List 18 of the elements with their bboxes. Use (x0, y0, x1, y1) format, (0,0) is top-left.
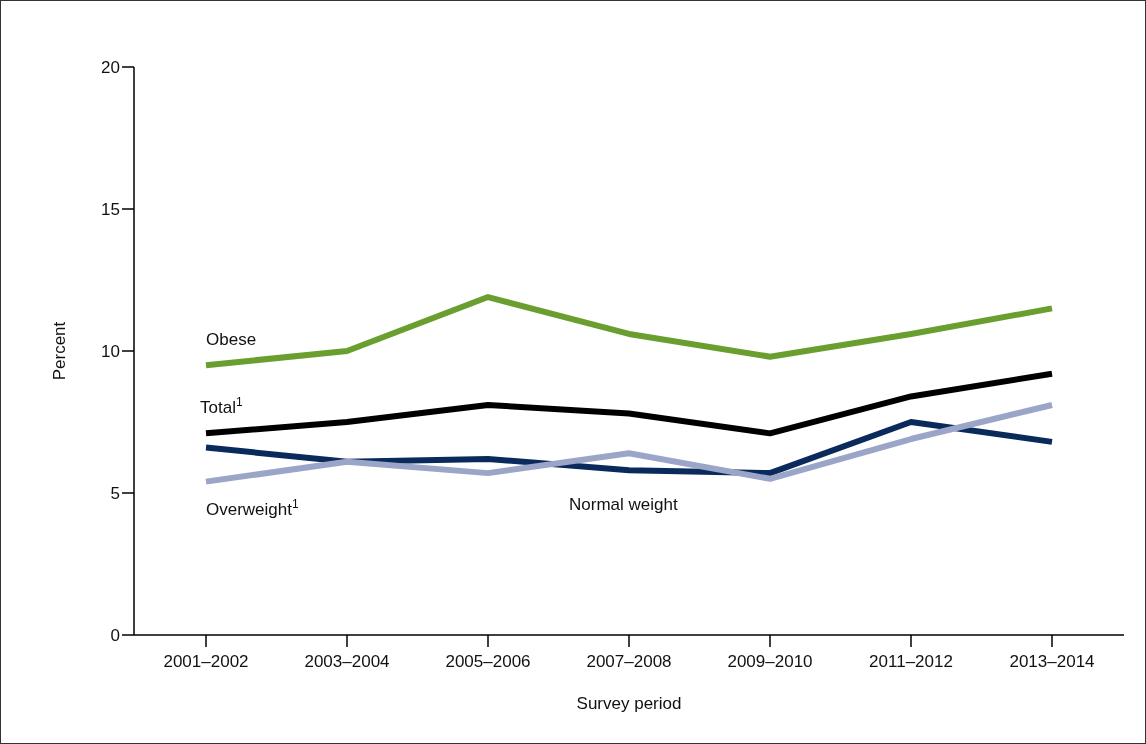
series-label: Obese (206, 330, 257, 350)
y-tick-label: 15 (101, 200, 120, 220)
x-tick-label: 2003–2004 (304, 652, 390, 672)
x-axis-title: Survey period (576, 694, 682, 713)
x-tick-label: 2007–2008 (586, 652, 672, 672)
x-tick-label: 2009–2010 (727, 652, 813, 672)
series-label: Overweight$^{1}$ (206, 496, 299, 519)
x-tick-label: 2005–2006 (445, 652, 531, 672)
y-tick-label: 5 (110, 484, 120, 504)
y-tick-label: 0 (110, 626, 120, 646)
series-label: Total$^{1}$ (200, 395, 243, 418)
y-axis-title: Percent (50, 321, 70, 381)
x-tick-label: 2011–2012 (869, 652, 953, 672)
y-tick-label: 10 (101, 342, 120, 362)
series-label: Normal weight (569, 495, 678, 515)
x-tick-label: 2001–2002 (163, 652, 249, 672)
y-tick-label: 20 (101, 58, 120, 78)
x-tick-label: 2013–2014 (1009, 652, 1095, 672)
